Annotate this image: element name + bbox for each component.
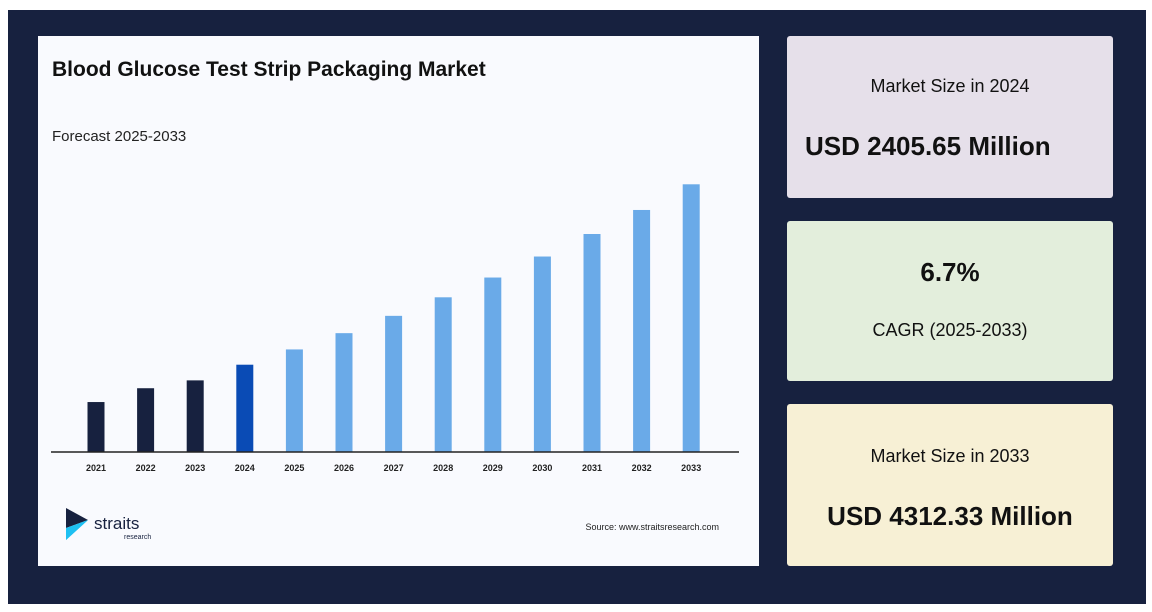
svg-text:straits: straits: [94, 514, 139, 533]
x-tick-label: 2029: [483, 463, 503, 473]
source-text: Source: www.straitsresearch.com: [585, 522, 719, 532]
x-tick-label: 2026: [334, 463, 354, 473]
x-tick-label: 2028: [433, 463, 453, 473]
bar-2024: [236, 364, 254, 452]
bar-2026: [335, 333, 353, 452]
x-tick-label: 2024: [235, 463, 255, 473]
card-value: USD 2405.65 Million: [805, 131, 1051, 161]
chart-title: Blood Glucose Test Strip Packaging Marke…: [52, 58, 486, 81]
bar-2033: [682, 184, 700, 452]
chart-panel: Blood Glucose Test Strip Packaging Marke…: [38, 36, 759, 566]
bar-chart: 2021 2022 2023 2024 2025 2026 2027 2028 2029 2030…: [51, 184, 739, 473]
card-label: Market Size in 2024: [870, 76, 1030, 96]
card-label: Market Size in 2033: [870, 446, 1030, 466]
straits-logo: straits research: [64, 506, 164, 551]
x-tick-label: 2027: [384, 463, 404, 473]
x-tick-label: 2030: [532, 463, 552, 473]
bar-2030: [533, 256, 551, 452]
x-tick-label: 2032: [632, 463, 652, 473]
bar-2032: [633, 209, 651, 452]
x-tick-label: 2033: [681, 463, 701, 473]
x-tick-label: 2021: [86, 463, 106, 473]
x-tick-label: 2031: [582, 463, 602, 473]
svg-text:research: research: [124, 534, 151, 541]
card-label: CAGR (2025-2033): [872, 320, 1028, 340]
bar-2023: [186, 380, 204, 452]
chart-subtitle: Forecast 2025-2033: [52, 128, 187, 145]
card-value: 6.7%: [920, 257, 980, 287]
bar-2021: [87, 402, 105, 452]
x-tick-label: 2022: [136, 463, 156, 473]
bar-2027: [385, 315, 403, 452]
bar-2022: [137, 388, 155, 452]
bar-2028: [434, 297, 452, 452]
market-size-2033-card: Market Size in 2033 USD 4312.33 Million: [787, 404, 1113, 566]
bar-2029: [484, 277, 502, 452]
bar-2031: [583, 234, 601, 452]
x-tick-label: 2025: [284, 463, 304, 473]
cagr-card: 6.7% CAGR (2025-2033): [787, 221, 1113, 381]
bar-2025: [285, 349, 303, 452]
market-size-2024-card: Market Size in 2024 USD 2405.65 Million: [787, 36, 1113, 198]
card-value: USD 4312.33 Million: [827, 501, 1073, 531]
x-tick-label: 2023: [185, 463, 205, 473]
